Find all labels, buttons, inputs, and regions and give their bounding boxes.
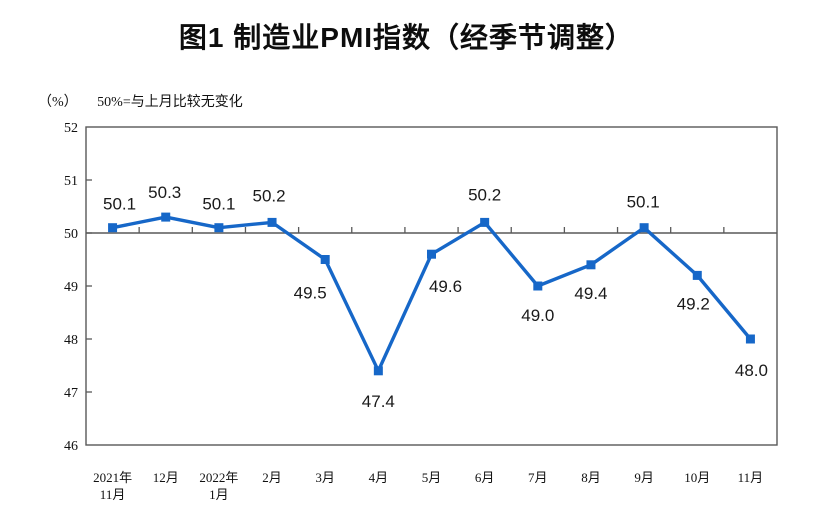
y-axis-tick-label: 52 bbox=[64, 121, 78, 136]
data-label: 50.1 bbox=[103, 195, 136, 214]
data-label: 50.2 bbox=[252, 186, 285, 205]
data-label: 48.0 bbox=[735, 361, 768, 380]
data-point-marker bbox=[373, 366, 383, 376]
x-axis-label: 4月 bbox=[369, 470, 389, 485]
data-label: 50.3 bbox=[148, 183, 181, 202]
x-axis-label: 2月 bbox=[262, 470, 282, 485]
data-label: 50.2 bbox=[468, 185, 501, 204]
x-axis-label: 3月 bbox=[315, 470, 335, 485]
data-label: 49.4 bbox=[574, 284, 607, 303]
x-axis-label: 5月 bbox=[422, 470, 442, 485]
x-axis-label: 2022年 bbox=[199, 470, 238, 485]
data-label: 49.6 bbox=[429, 277, 462, 296]
data-label: 47.4 bbox=[362, 392, 395, 411]
y-axis-tick-label: 47 bbox=[64, 386, 78, 401]
x-axis-label: 12月 bbox=[153, 470, 179, 485]
x-axis-label: 1月 bbox=[209, 487, 229, 502]
data-point-marker bbox=[161, 212, 171, 222]
data-point-marker bbox=[480, 217, 490, 227]
x-axis-label: 11月 bbox=[100, 487, 126, 502]
data-point-marker bbox=[267, 217, 277, 227]
data-point-marker bbox=[214, 223, 224, 233]
y-axis-tick-label: 46 bbox=[64, 439, 78, 454]
data-label: 49.5 bbox=[294, 284, 327, 303]
reference-line-note: 50%=与上月比较无变化 bbox=[97, 95, 243, 110]
data-label: 50.1 bbox=[202, 195, 235, 214]
data-point-marker bbox=[533, 281, 543, 291]
data-point-marker bbox=[427, 249, 436, 259]
chart-title: 图1 制造业PMI指数（经季节调整） bbox=[178, 22, 635, 53]
x-axis-label: 7月 bbox=[528, 470, 548, 485]
y-axis-tick-label: 48 bbox=[64, 333, 78, 348]
data-label: 50.1 bbox=[627, 193, 660, 212]
data-label: 49.2 bbox=[677, 294, 710, 313]
axis-note-row: （%） 50%=与上月比较无变化 bbox=[38, 91, 243, 111]
x-axis-label: 10月 bbox=[684, 470, 710, 485]
y-axis-unit-label: （%） bbox=[38, 95, 78, 110]
y-axis-tick-label: 49 bbox=[64, 280, 78, 295]
x-axis-label: 8月 bbox=[581, 470, 601, 485]
data-point-marker bbox=[108, 223, 118, 233]
data-label: 49.0 bbox=[521, 306, 554, 325]
data-point-marker bbox=[745, 334, 755, 344]
data-point-marker bbox=[639, 223, 649, 233]
data-point-marker bbox=[320, 255, 330, 264]
x-axis-label: 6月 bbox=[475, 470, 495, 485]
x-axis-label: 9月 bbox=[634, 470, 654, 485]
data-point-marker bbox=[692, 270, 702, 280]
y-axis-tick-label: 51 bbox=[64, 174, 78, 189]
x-axis-label: 2021年 bbox=[93, 470, 132, 485]
y-axis-tick-label: 50 bbox=[64, 227, 78, 242]
x-axis-label: 11月 bbox=[738, 470, 764, 485]
data-point-marker bbox=[586, 260, 596, 270]
